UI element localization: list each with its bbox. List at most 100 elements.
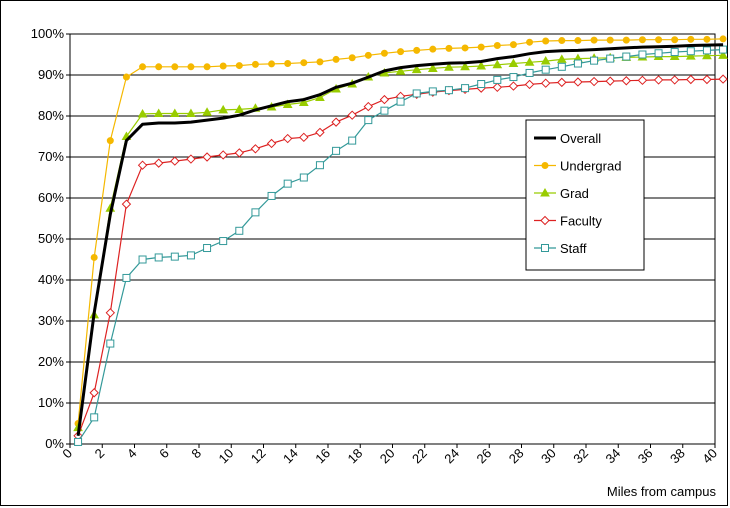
data-point-undergrad [703, 35, 711, 43]
series-overall [76, 43, 724, 436]
data-point-staff [428, 87, 437, 96]
data-point-staff [606, 54, 615, 63]
x-tick-label: 34 [603, 446, 624, 467]
data-point-faculty [573, 77, 583, 87]
data-point-staff [106, 339, 115, 348]
data-point-faculty [282, 133, 293, 144]
x-tick-label: 20 [377, 446, 398, 467]
y-tick-label: 30% [38, 313, 64, 328]
data-point-staff [283, 179, 292, 188]
legend-item-undergrad: Undergrad [534, 159, 621, 174]
data-point-staff [557, 62, 566, 71]
data-point-staff [90, 413, 99, 422]
data-point-grad [153, 108, 164, 118]
y-axis-ticks: 0% 10% 20% 30% 40% 50% 60% 70% 80% 90% 100% [31, 26, 70, 451]
data-point-staff [122, 273, 131, 282]
data-point-staff [138, 255, 147, 264]
y-tick-label: 10% [38, 395, 64, 410]
data-point-grad [718, 50, 728, 59]
data-point-faculty [686, 74, 696, 85]
data-point-grad [427, 63, 438, 72]
data-point-staff [590, 56, 599, 65]
data-point-undergrad [445, 44, 453, 52]
data-point-undergrad [155, 63, 163, 71]
data-point-undergrad [300, 59, 308, 67]
legend-label-staff: Staff [560, 241, 587, 256]
x-tick-label: 32 [570, 446, 591, 467]
data-point-undergrad [284, 60, 292, 68]
legend-marker-faculty [540, 215, 550, 226]
data-point-faculty [363, 101, 374, 112]
data-point-undergrad [542, 37, 550, 45]
data-point-faculty [637, 75, 648, 86]
data-point-grad [411, 64, 422, 74]
data-point-undergrad [397, 48, 405, 56]
data-point-faculty [508, 81, 519, 91]
data-point-undergrad [477, 43, 485, 51]
data-point-undergrad [139, 63, 147, 71]
data-point-faculty [202, 152, 212, 162]
data-point-staff [654, 49, 663, 58]
legend-label-overall: Overall [560, 131, 601, 146]
data-point-faculty [315, 127, 325, 138]
data-point-staff [412, 89, 421, 98]
data-point-undergrad [413, 46, 421, 54]
legend-item-grad: Grad [534, 186, 589, 201]
data-point-undergrad [526, 38, 534, 46]
data-point-faculty [299, 132, 309, 143]
data-point-staff [477, 80, 486, 89]
data-point-faculty [331, 117, 341, 127]
x-tick-label: 4 [124, 446, 140, 462]
data-point-faculty [492, 82, 503, 93]
data-point-undergrad [671, 36, 679, 44]
data-point-faculty [557, 77, 567, 88]
legend-item-overall: Overall [534, 131, 601, 146]
data-point-grad [476, 60, 487, 70]
data-point-grad [685, 51, 696, 60]
data-point-undergrad [332, 55, 340, 63]
data-point-staff [638, 50, 647, 59]
x-tick-label: 22 [409, 446, 430, 467]
x-tick-label: 26 [474, 446, 495, 467]
data-point-staff [444, 86, 453, 95]
data-point-undergrad [461, 44, 469, 52]
data-point-faculty [653, 75, 664, 85]
data-point-staff [461, 84, 470, 93]
x-tick-label: 14 [280, 446, 301, 467]
x-tick-label: 6 [156, 446, 172, 462]
data-point-faculty [218, 150, 228, 160]
data-point-grad [218, 104, 229, 114]
legend-label-undergrad: Undergrad [560, 159, 621, 174]
data-point-undergrad [590, 36, 598, 44]
y-tick-label: 80% [38, 108, 64, 123]
data-point-undergrad [429, 45, 437, 53]
y-tick-label: 50% [38, 231, 64, 246]
data-point-faculty [347, 110, 357, 120]
data-point-faculty [105, 308, 116, 318]
x-tick-label: 36 [635, 446, 656, 467]
x-axis-ticks: 0 2 4 6 8 10 12 14 16 18 20 22 24 26 28 30 32 34 36 38 40 [59, 444, 720, 466]
series-faculty [73, 74, 728, 441]
data-point-staff [396, 97, 405, 106]
y-tick-label: 40% [38, 272, 64, 287]
data-point-grad [702, 50, 712, 60]
data-point-grad [202, 107, 212, 116]
data-point-staff [315, 161, 324, 170]
data-point-faculty [524, 79, 535, 90]
data-point-staff [719, 45, 728, 54]
x-tick-label: 12 [248, 446, 269, 467]
data-point-undergrad [622, 36, 630, 44]
data-point-grad [315, 92, 325, 102]
data-point-staff [203, 244, 212, 253]
data-point-staff [170, 252, 179, 261]
legend: Overall Undergrad Grad Faculty Staff [525, 119, 645, 271]
data-point-undergrad [90, 253, 98, 261]
data-point-grad [169, 108, 180, 118]
x-tick-label: 40 [699, 446, 720, 467]
data-point-staff [525, 68, 534, 77]
data-point-faculty [540, 78, 551, 88]
data-point-undergrad [268, 60, 276, 68]
data-point-staff [364, 116, 373, 125]
data-point-staff [235, 226, 244, 235]
data-point-staff [622, 52, 631, 61]
